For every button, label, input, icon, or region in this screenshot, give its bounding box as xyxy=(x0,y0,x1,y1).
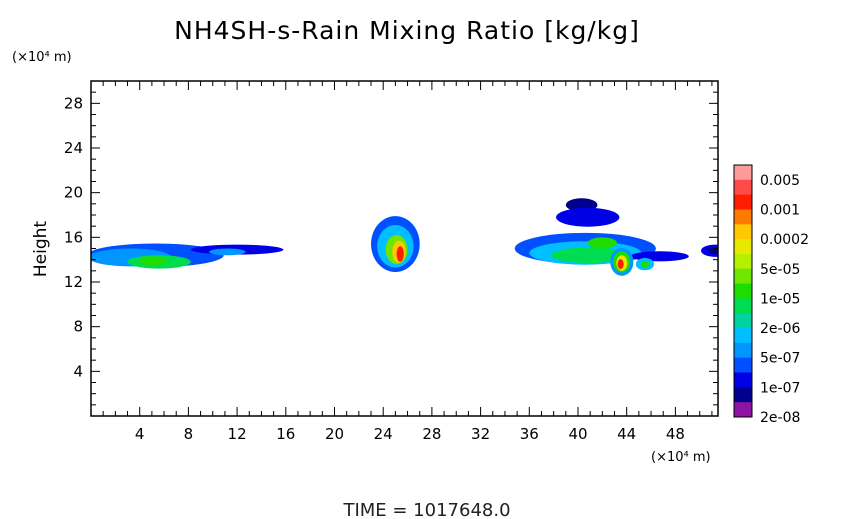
field-region-3 xyxy=(138,256,168,266)
colorbar-frame xyxy=(733,164,753,418)
field-region-5 xyxy=(209,248,246,256)
field-region-16 xyxy=(587,237,617,249)
x-tick-label: 36 xyxy=(520,425,539,443)
y-tick-label: 8 xyxy=(73,318,83,336)
colorbar: 0.005 0.001 0.0002 5e-05 1e-05 2e-06 5e-07 1e-0… xyxy=(733,164,809,426)
colorbar-label: 0.0002 xyxy=(760,232,809,248)
colorbar-label: 2e-06 xyxy=(760,321,800,337)
colorbar-label: 1e-05 xyxy=(760,291,800,307)
y-tick-label: 28 xyxy=(64,94,83,112)
colorbar-swatch xyxy=(734,298,752,314)
field-region-10 xyxy=(396,246,404,262)
field-region-25 xyxy=(708,247,718,255)
x-tick-label: 16 xyxy=(276,425,295,443)
heatmap-fields xyxy=(91,198,718,276)
colorbar-swatch xyxy=(734,372,752,388)
x-axis-units: (×10⁴ m) xyxy=(651,450,711,465)
colorbar-swatch xyxy=(734,328,752,344)
colorbar-swatch xyxy=(734,165,752,181)
colorbar-label: 1e-07 xyxy=(760,380,800,396)
colorbar-swatch xyxy=(734,268,752,285)
colorbar-swatch xyxy=(734,209,752,225)
field-region-15 xyxy=(551,247,630,264)
colorbar-label: 5e-07 xyxy=(760,351,800,367)
colorbar-swatch xyxy=(734,357,752,374)
colorbar-swatch xyxy=(734,239,752,255)
chart-title: NH4SH-s-Rain Mixing Ratio [kg/kg] xyxy=(174,16,640,45)
colorbar-swatch xyxy=(734,387,752,403)
y-axis-label: Height xyxy=(31,221,51,278)
colorbar-swatch xyxy=(734,179,752,196)
colorbar-swatch xyxy=(734,402,752,418)
x-tick-label: 32 xyxy=(471,425,490,443)
x-tick-label: 8 xyxy=(184,425,194,443)
x-tick-label: 24 xyxy=(374,425,393,443)
colorbar-label: 2e-08 xyxy=(760,410,800,426)
y-tick-label: 4 xyxy=(73,362,83,380)
field-region-12 xyxy=(556,207,620,227)
x-tick-label: 40 xyxy=(568,425,587,443)
colorbar-label: 0.001 xyxy=(760,202,800,218)
x-tick-label: 28 xyxy=(422,425,441,443)
y-tick-label: 24 xyxy=(64,139,83,157)
colorbar-label: 5e-05 xyxy=(760,262,800,278)
x-tick-label: 4 xyxy=(135,425,145,443)
y-axis-units: (×10⁴ m) xyxy=(12,50,72,65)
x-tick-label: 20 xyxy=(325,425,344,443)
colorbar-swatch xyxy=(734,224,752,240)
y-tick-label: 12 xyxy=(64,273,83,291)
colorbar-swatch xyxy=(734,313,752,329)
x-tick-label: 12 xyxy=(228,425,247,443)
colorbar-swatch xyxy=(734,194,752,210)
x-tick-label: 48 xyxy=(666,425,685,443)
y-tick-label: 20 xyxy=(64,184,83,202)
colorbar-swatch xyxy=(734,253,752,270)
colorbar-swatch xyxy=(734,342,752,359)
colorbar-label: 0.005 xyxy=(760,173,800,189)
x-tick-label: 44 xyxy=(617,425,636,443)
field-region-23 xyxy=(617,259,624,270)
time-label: TIME = 1017648.0 xyxy=(342,500,510,519)
field-region-19 xyxy=(640,260,650,268)
colorbar-swatch xyxy=(734,283,752,299)
y-tick-label: 16 xyxy=(64,228,83,246)
